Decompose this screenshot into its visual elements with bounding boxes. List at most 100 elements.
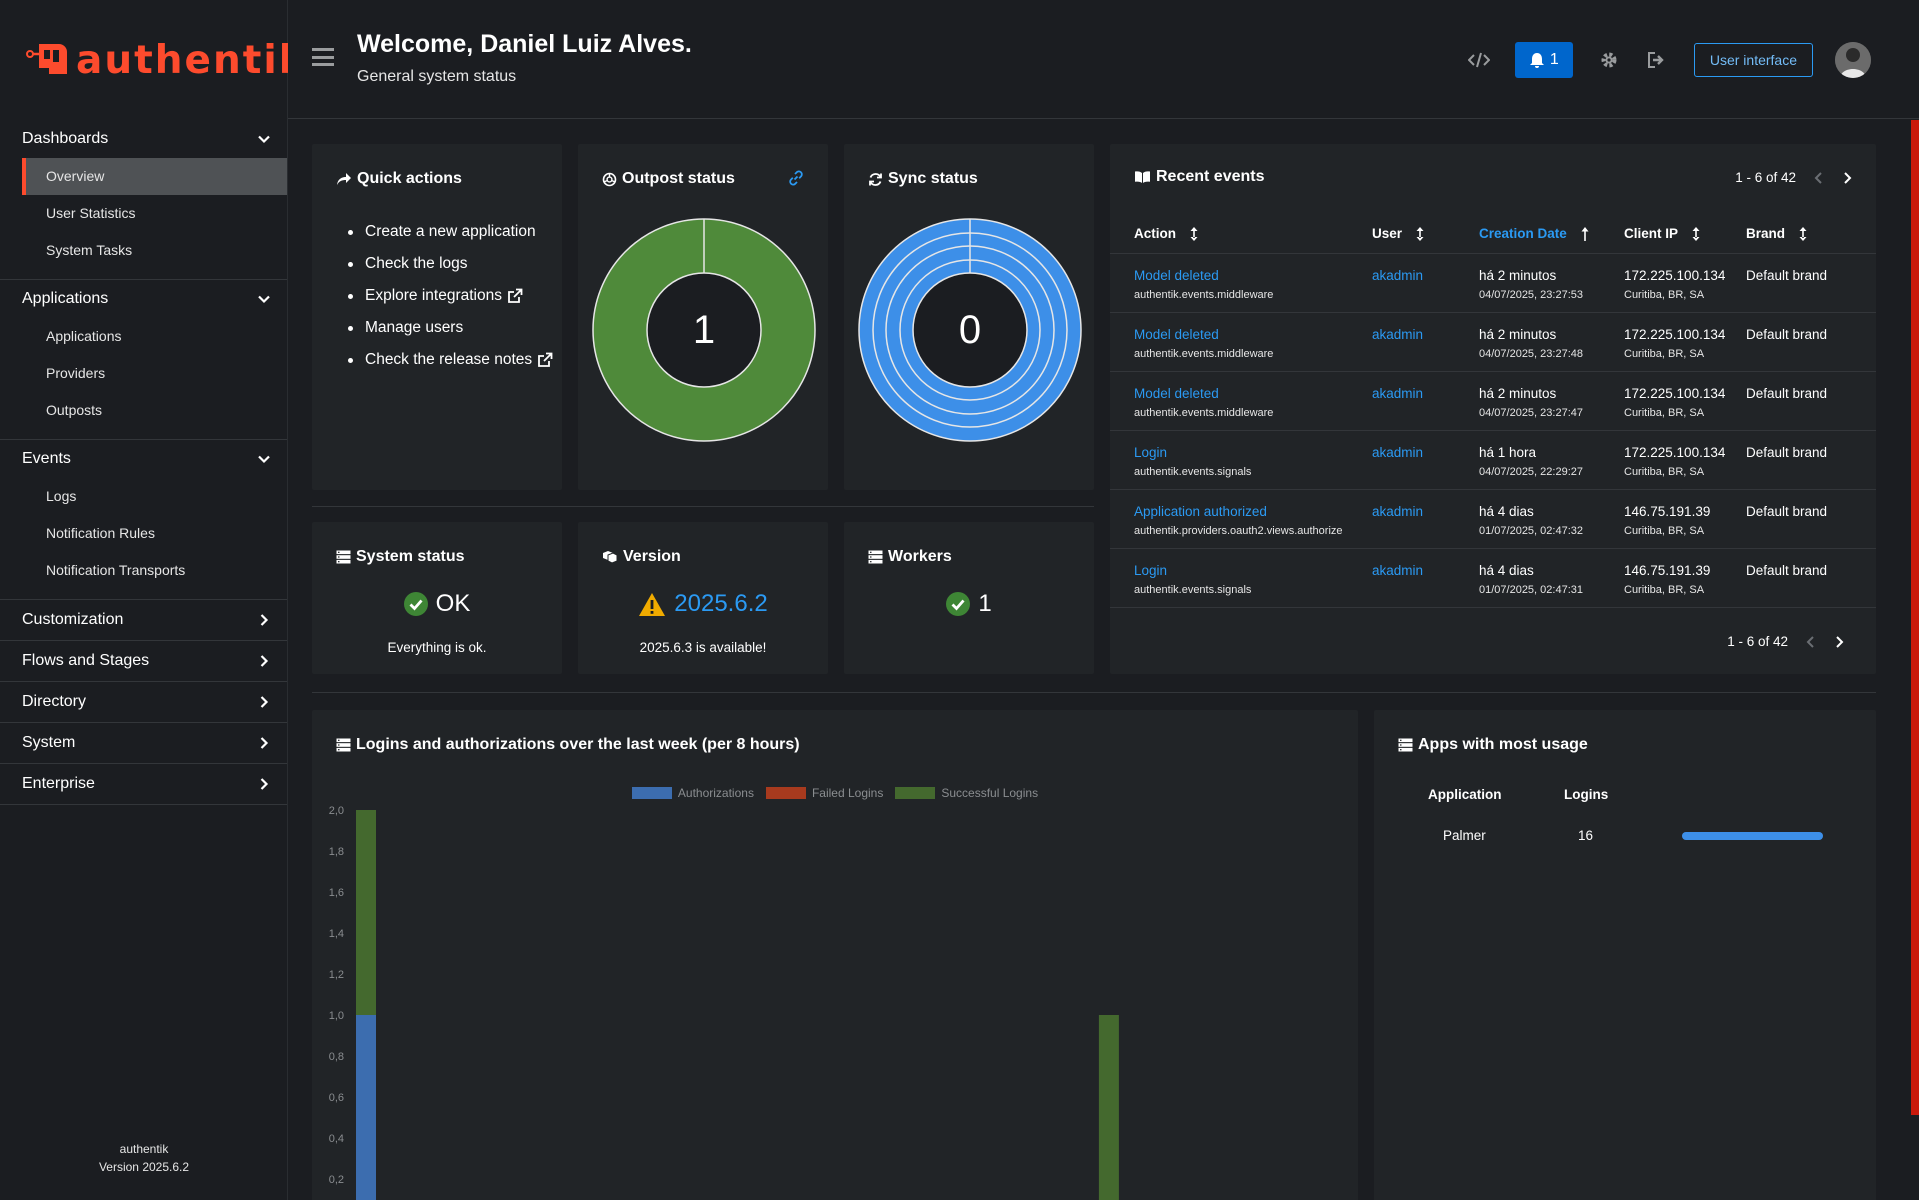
sidebar-item-applications[interactable]: Applications — [46, 328, 122, 344]
nav-group-applications: Applications Applications Providers Outpost… — [0, 280, 287, 440]
authentik-logo[interactable]: authentik — [26, 38, 307, 83]
header-actions: 1 User interface — [1455, 42, 1871, 78]
brand-area: authentik — [0, 0, 305, 120]
event-app: authentik.events.middleware — [1134, 348, 1274, 360]
events-table-header: Action User Creation Date Client IP Bran… — [1110, 214, 1876, 254]
quick-action-link[interactable]: Manage users — [348, 312, 553, 344]
bar-successful-logins[interactable] — [356, 810, 376, 1015]
sidebar-item-outposts[interactable]: Outposts — [46, 402, 103, 418]
quick-actions-list: Create a new application Check the logs Ex… — [348, 216, 553, 376]
hamburger-menu-icon[interactable] — [312, 48, 334, 66]
outpost-status-card: Outpost status 1 — [578, 144, 828, 490]
event-ip-cell: 146.75.191.39 Curitiba, BR, SA — [1624, 549, 1746, 607]
quick-action-link[interactable]: Explore integrations — [348, 280, 553, 312]
col-creation-date[interactable]: Creation Date — [1479, 226, 1624, 241]
bar-successful-logins[interactable] — [1098, 1015, 1119, 1200]
legend-swatch — [631, 787, 672, 799]
event-action-link[interactable]: Model deleted — [1134, 386, 1219, 401]
settings-gear-icon[interactable] — [1598, 49, 1620, 71]
sidebar-item-providers[interactable]: Providers — [46, 365, 106, 381]
server-icon — [336, 738, 351, 752]
sidebar-item-overview[interactable]: Overview — [22, 158, 287, 195]
event-absolute-date: 04/07/2025, 22:29:27 — [1479, 466, 1583, 478]
event-relative-date: há 1 hora — [1479, 445, 1537, 460]
nav-group-directory: Directory — [0, 682, 287, 723]
nav-group-toggle[interactable]: System — [0, 723, 287, 763]
event-brand: Default brand — [1746, 445, 1828, 460]
bar-authorizations[interactable] — [356, 1015, 376, 1200]
event-action-link[interactable]: Login — [1134, 563, 1168, 578]
event-ip-cell: 172.225.100.134 Curitiba, BR, SA — [1624, 254, 1746, 312]
event-action-link[interactable]: Model deleted — [1134, 268, 1219, 283]
legend-label: Failed Logins — [811, 786, 884, 800]
event-ip-cell: 172.225.100.134 Curitiba, BR, SA — [1624, 431, 1746, 489]
link-icon[interactable] — [788, 170, 804, 186]
event-absolute-date: 04/07/2025, 23:27:53 — [1479, 289, 1583, 301]
system-status-value: OK — [312, 590, 562, 618]
chevron-right-icon — [260, 737, 269, 749]
event-action-link[interactable]: Model deleted — [1134, 327, 1219, 342]
nav-group-toggle[interactable]: Dashboards — [0, 120, 287, 158]
event-user-link[interactable]: akadmin — [1372, 504, 1424, 519]
logout-icon[interactable] — [1646, 49, 1668, 71]
sync-count: 0 — [958, 307, 982, 352]
logins-bar-chart: 2,0 1,8 1,6 1,4 1,2 1,0 0,8 0,6 0,4 0,2 — [329, 805, 1119, 1200]
event-brand: Default brand — [1746, 563, 1828, 578]
app-name[interactable]: Palmer — [1443, 828, 1486, 843]
sidebar-item-system-tasks[interactable]: System Tasks — [46, 242, 133, 258]
events-pagination-top: 1 - 6 of 42 — [1735, 170, 1852, 185]
sidebar-nav: Dashboards Overview User Statistics System … — [0, 120, 287, 805]
nav-group-toggle[interactable]: Applications — [0, 280, 287, 318]
event-brand-cell: Default brand — [1746, 313, 1866, 371]
notifications-button[interactable]: 1 — [1514, 42, 1573, 78]
chevron-right-icon — [260, 778, 269, 790]
event-user-link[interactable]: akadmin — [1372, 386, 1424, 401]
quick-action-link[interactable]: Create a new application — [348, 216, 553, 248]
event-action-cell: Application authorized authentik.provider… — [1110, 490, 1372, 548]
quick-action-link[interactable]: Check the logs — [348, 248, 553, 280]
legend-item[interactable]: Successful Logins — [895, 786, 1038, 800]
code-icon[interactable] — [1467, 49, 1490, 71]
chevron-right-icon[interactable] — [1842, 171, 1852, 184]
workers-card: Workers 1 — [844, 522, 1094, 674]
bell-icon — [1529, 52, 1544, 68]
event-app: authentik.events.signals — [1134, 584, 1252, 596]
nav-group-toggle[interactable]: Enterprise — [0, 764, 287, 804]
user-avatar[interactable] — [1835, 42, 1871, 78]
event-brand: Default brand — [1746, 386, 1828, 401]
table-row: Login authentik.events.signals akadmin há 1… — [1110, 431, 1876, 490]
event-user-link[interactable]: akadmin — [1372, 268, 1424, 283]
event-user-link[interactable]: akadmin — [1372, 327, 1424, 342]
col-action[interactable]: Action — [1110, 226, 1372, 241]
events-table-body: Model deleted authentik.events.middleware… — [1110, 254, 1876, 608]
event-user-link[interactable]: akadmin — [1372, 445, 1424, 460]
sidebar-item-notification-rules[interactable]: Notification Rules — [46, 525, 155, 541]
nav-group-toggle[interactable]: Flows and Stages — [0, 641, 287, 681]
nav-group-items: Overview User Statistics System Tasks — [0, 158, 287, 279]
chevron-left-icon[interactable] — [1806, 635, 1816, 648]
quick-actions-card: Quick actions Create a new application Ch… — [312, 144, 562, 490]
col-user[interactable]: User — [1372, 226, 1479, 241]
chevron-right-icon[interactable] — [1834, 635, 1844, 648]
chevron-left-icon[interactable] — [1814, 171, 1824, 184]
divider — [312, 506, 1094, 507]
quick-action-link[interactable]: Check the release notes — [348, 344, 553, 376]
event-user-link[interactable]: akadmin — [1372, 563, 1424, 578]
event-action-link[interactable]: Login — [1134, 445, 1168, 460]
sidebar-item-notification-transports[interactable]: Notification Transports — [46, 562, 186, 578]
col-client-ip[interactable]: Client IP — [1624, 226, 1746, 241]
user-interface-button[interactable]: User interface — [1693, 43, 1813, 77]
legend-item[interactable]: Authorizations — [631, 786, 754, 800]
external-link-icon — [538, 352, 553, 367]
sidebar-item-logs[interactable]: Logs — [46, 488, 77, 504]
page-scrollbar[interactable] — [1911, 120, 1919, 1115]
nav-group-toggle[interactable]: Customization — [0, 600, 287, 640]
legend-item[interactable]: Failed Logins — [765, 786, 884, 800]
warning-triangle-icon — [639, 592, 666, 616]
col-brand[interactable]: Brand — [1746, 226, 1866, 241]
nav-group-toggle[interactable]: Directory — [0, 682, 287, 722]
sidebar-item-user-statistics[interactable]: User Statistics — [46, 205, 136, 221]
apps-usage-card: Apps with most usage Application Logins … — [1374, 710, 1876, 1200]
event-action-link[interactable]: Application authorized — [1134, 504, 1267, 519]
nav-group-toggle[interactable]: Events — [0, 440, 287, 478]
